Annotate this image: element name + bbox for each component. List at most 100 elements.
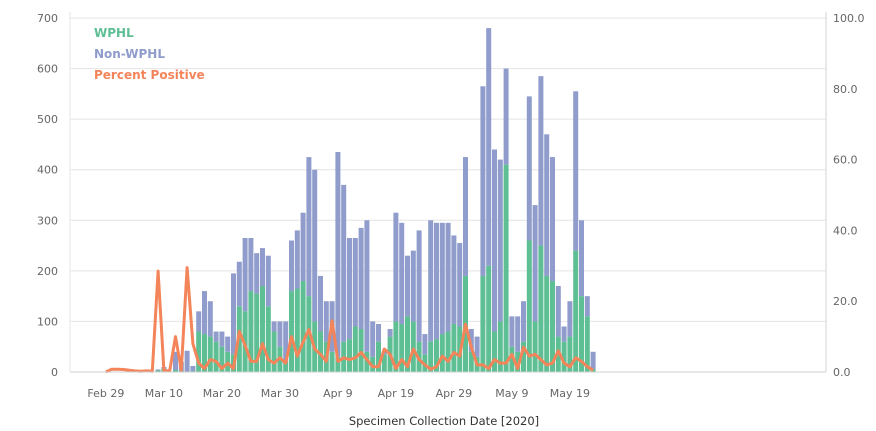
- bar-wphl: [248, 291, 254, 372]
- x-tick-label: May 19: [550, 387, 590, 400]
- bar-non-wphl: [335, 152, 341, 357]
- bar-non-wphl: [277, 321, 283, 347]
- bar-wphl: [521, 341, 526, 372]
- y-right-tick-label: 0.0: [833, 366, 851, 379]
- bar-wphl: [561, 341, 567, 372]
- bar-non-wphl: [347, 237, 352, 340]
- bar-wphl: [434, 339, 439, 372]
- bar-non-wphl: [422, 334, 428, 355]
- bar-wphl: [219, 346, 225, 372]
- x-tick-label: Apr 9: [323, 387, 353, 400]
- bar-non-wphl: [561, 326, 567, 342]
- bar-wphl: [190, 370, 196, 372]
- bar-non-wphl: [370, 321, 376, 357]
- bar-wphl: [579, 296, 584, 372]
- x-tick-label: Apr 19: [378, 387, 415, 400]
- y-left-tick-label: 300: [37, 214, 58, 227]
- bar-wphl: [347, 339, 352, 372]
- bar-non-wphl: [480, 86, 486, 276]
- bar-wphl: [509, 346, 515, 372]
- bar-wphl: [573, 250, 579, 372]
- bar-wphl: [451, 323, 457, 372]
- bar-wphl: [486, 265, 492, 372]
- bar-wphl: [318, 331, 323, 372]
- x-tick-label: Apr 29: [436, 387, 473, 400]
- bar-non-wphl: [410, 250, 416, 322]
- bar-non-wphl: [289, 240, 294, 292]
- bar-non-wphl: [445, 222, 451, 332]
- bar-wphl: [399, 323, 405, 372]
- bar-non-wphl: [544, 134, 550, 276]
- bar-wphl: [544, 275, 550, 372]
- bar-wphl: [289, 291, 294, 372]
- bar-wphl: [492, 331, 497, 372]
- bar-non-wphl: [213, 331, 219, 342]
- bar-non-wphl: [184, 350, 190, 372]
- bar-wphl: [526, 240, 532, 372]
- bar-non-wphl: [405, 255, 410, 317]
- bar-non-wphl: [573, 91, 579, 251]
- bar-wphl: [271, 331, 277, 372]
- bar-wphl: [497, 321, 503, 372]
- bar-non-wphl: [265, 255, 271, 307]
- bar-wphl: [358, 329, 364, 372]
- bar-non-wphl: [428, 220, 434, 342]
- bar-non-wphl: [190, 365, 196, 371]
- x-axis-label: Specimen Collection Date [2020]: [349, 414, 539, 428]
- bar-wphl: [213, 341, 219, 372]
- bar-wphl: [428, 341, 434, 372]
- bars: [155, 28, 596, 372]
- bar-wphl: [405, 316, 410, 372]
- bar-non-wphl: [393, 212, 399, 322]
- bar-non-wphl: [399, 222, 405, 324]
- legend-percent-positive: Percent Positive: [94, 68, 205, 82]
- bar-wphl: [439, 334, 445, 372]
- y-left-tick-label: 200: [37, 265, 58, 278]
- bar-wphl: [196, 331, 202, 372]
- bar-wphl: [207, 336, 213, 372]
- bar-non-wphl: [567, 301, 573, 337]
- bar-wphl: [480, 275, 486, 372]
- x-tick-label: Mar 20: [203, 387, 241, 400]
- bar-wphl: [584, 316, 590, 372]
- bar-wphl: [550, 280, 555, 372]
- bar-wphl: [260, 286, 265, 372]
- y-right-tick-label: 100.0: [833, 12, 865, 25]
- bar-non-wphl: [503, 68, 509, 165]
- bar-non-wphl: [416, 230, 422, 342]
- bar-non-wphl: [358, 227, 364, 330]
- bar-non-wphl: [486, 28, 492, 266]
- bar-non-wphl: [312, 169, 318, 322]
- bar-non-wphl: [492, 149, 497, 332]
- bar-non-wphl: [231, 273, 236, 355]
- bar-non-wphl: [341, 184, 347, 342]
- bar-non-wphl: [497, 159, 503, 322]
- y-right-tick-label: 80.0: [833, 83, 858, 96]
- y-left-tick-label: 500: [37, 113, 58, 126]
- bar-wphl: [590, 369, 596, 372]
- bar-non-wphl: [538, 76, 544, 246]
- bar-non-wphl: [254, 253, 260, 294]
- bar-non-wphl: [463, 157, 468, 276]
- y-right-tick-label: 20.0: [833, 295, 858, 308]
- bar-non-wphl: [173, 351, 178, 370]
- y-left-tick-label: 100: [37, 315, 58, 328]
- bar-wphl: [410, 321, 416, 372]
- legend-non-wphl: Non-WPHL: [94, 47, 165, 61]
- bar-non-wphl: [526, 96, 532, 241]
- bar-non-wphl: [364, 220, 370, 352]
- bar-non-wphl: [207, 301, 213, 337]
- y-left-tick-label: 0: [51, 366, 58, 379]
- legend: WPHL Non-WPHL Percent Positive: [94, 26, 205, 82]
- bar-non-wphl: [550, 157, 555, 281]
- bar-non-wphl: [318, 275, 323, 332]
- bar-non-wphl: [474, 336, 480, 357]
- bar-wphl: [155, 370, 161, 372]
- bar-non-wphl: [468, 329, 474, 352]
- y-right-tick-label: 40.0: [833, 224, 858, 237]
- legend-wphl: WPHL: [94, 26, 134, 40]
- bar-wphl: [173, 369, 178, 372]
- bar-non-wphl: [555, 286, 561, 337]
- bar-wphl: [335, 356, 341, 372]
- bar-non-wphl: [219, 331, 225, 347]
